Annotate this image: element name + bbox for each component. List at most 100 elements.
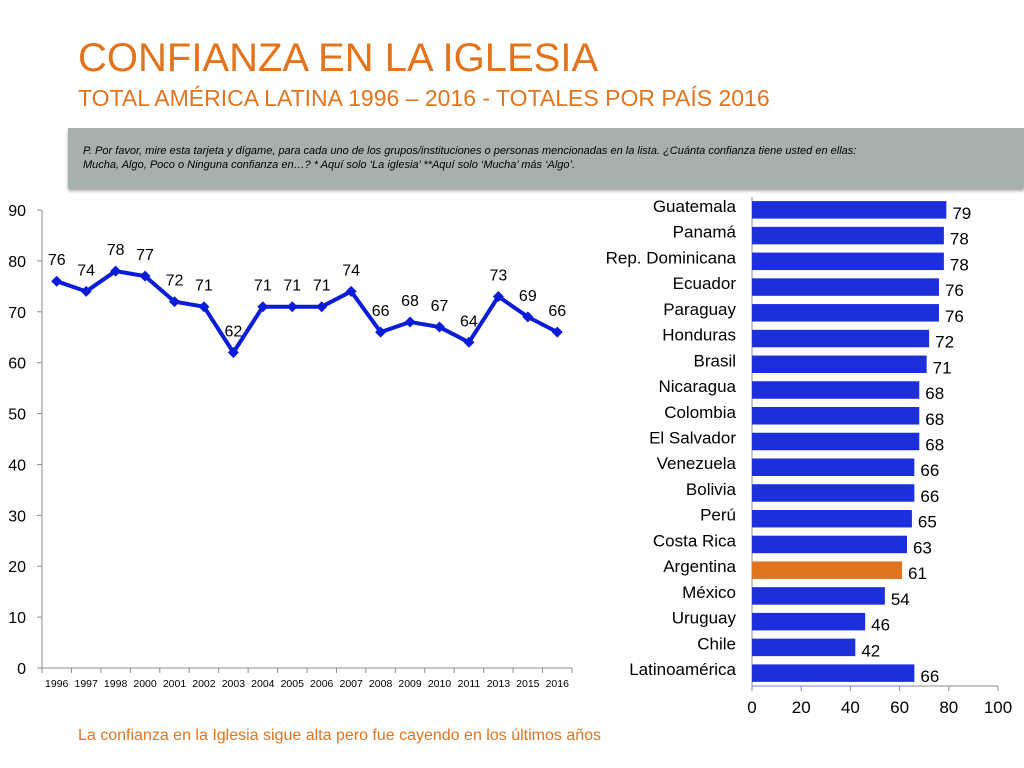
- bar-x-tick-label: 60: [890, 698, 909, 717]
- bar: [752, 458, 915, 476]
- x-tick-label: 2009: [398, 678, 422, 690]
- y-tick-label: 60: [8, 356, 26, 373]
- survey-question-text: P. Por favor, mire esta tarjeta y dígame…: [83, 144, 983, 172]
- x-tick-label: 2013: [487, 678, 511, 690]
- bar: [752, 587, 885, 605]
- footer-note: La confianza en la Iglesia sigue alta pe…: [78, 727, 602, 744]
- bar-value-label: 46: [871, 616, 890, 635]
- y-tick-label: 30: [8, 508, 26, 525]
- data-point-marker: [80, 285, 92, 297]
- bar-x-tick-label: 40: [841, 698, 860, 717]
- bar-x-tick-label: 100: [984, 698, 1012, 717]
- data-label: 66: [372, 303, 390, 320]
- x-tick-label: 2003: [222, 678, 246, 690]
- bar: [752, 535, 907, 554]
- data-label: 76: [48, 252, 66, 269]
- bar: [752, 484, 915, 502]
- data-point-marker: [316, 301, 328, 313]
- bar-category-label: Argentina: [663, 557, 736, 576]
- x-tick-label: 2001: [163, 678, 187, 690]
- data-point-marker: [51, 275, 63, 287]
- y-tick-label: 50: [8, 407, 26, 424]
- x-tick-label: 2007: [339, 678, 363, 690]
- x-tick-label: 1997: [74, 678, 98, 690]
- bar-x-tick-label: 80: [939, 698, 958, 717]
- data-point-marker: [198, 301, 210, 313]
- data-point-marker: [551, 326, 563, 338]
- bar-category-label: El Salvador: [649, 429, 736, 448]
- bar-category-label: Bolivia: [686, 480, 737, 499]
- data-point-marker: [286, 301, 298, 313]
- bar: [752, 226, 944, 245]
- y-tick-label: 20: [8, 559, 26, 576]
- data-label: 74: [342, 262, 360, 279]
- bar: [752, 509, 912, 528]
- bar: [752, 278, 939, 296]
- bar-value-label: 63: [913, 538, 932, 557]
- y-tick-label: 10: [8, 610, 26, 627]
- bar-category-label: Perú: [700, 506, 736, 525]
- bar-category-label: Honduras: [662, 326, 736, 345]
- bar-category-label: México: [682, 583, 736, 602]
- bar: [752, 638, 856, 657]
- x-tick-label: 2005: [281, 678, 305, 690]
- data-label: 71: [254, 278, 272, 295]
- data-point-marker: [227, 346, 239, 358]
- bar-value-label: 79: [952, 204, 971, 223]
- bar: [752, 304, 939, 322]
- bar-value-label: 66: [920, 667, 939, 686]
- data-label: 69: [519, 288, 537, 305]
- bar: [752, 612, 866, 631]
- x-tick-label: 2011: [458, 678, 481, 690]
- y-tick-label: 80: [8, 254, 26, 271]
- bar: [752, 381, 920, 399]
- x-tick-label: 2015: [516, 678, 540, 690]
- survey-question-line-2: Mucha, Algo, Poco o Ninguna confianza en…: [83, 159, 576, 171]
- survey-question-box: P. Por favor, mire esta tarjeta y dígame…: [68, 128, 1024, 188]
- data-label: 72: [166, 273, 184, 290]
- bar-value-label: 68: [925, 410, 944, 429]
- survey-question-line-1: P. Por favor, mire esta tarjeta y dígame…: [83, 145, 857, 157]
- bar-value-label: 76: [945, 307, 964, 326]
- country-bar-chart: 0 20 40 60 80 100 Guatemala 79 Panamá 78 Rep. Domi…: [606, 197, 1013, 717]
- page-subtitle: TOTAL AMÉRICA LATINA 1996 – 2016 - TOTAL…: [78, 85, 770, 111]
- bar-category-label: Chile: [697, 634, 736, 653]
- data-point-marker: [434, 321, 445, 333]
- bar-value-label: 78: [950, 230, 969, 249]
- bar-category-label: Guatemala: [653, 197, 737, 216]
- data-point-marker: [257, 301, 269, 313]
- bar-category-label: Ecuador: [673, 274, 737, 293]
- data-label: 78: [107, 242, 125, 259]
- bar-value-label: 54: [891, 590, 910, 609]
- bar-value-label: 68: [925, 436, 944, 455]
- data-label: 67: [431, 298, 449, 315]
- y-tick-label: 40: [8, 457, 26, 474]
- trend-line-chart: 0 10 20 30 40 50 60 70 80 90 1996 1997 1998 2000 2001 2…: [8, 203, 573, 690]
- bar-value-label: 72: [935, 333, 954, 352]
- data-point-marker: [169, 296, 180, 308]
- bar: [752, 329, 930, 348]
- data-label: 68: [401, 293, 419, 310]
- data-point-marker: [375, 326, 387, 338]
- bar-category-label: Latinoamérica: [629, 660, 736, 679]
- bar-value-label: 76: [945, 281, 964, 300]
- bar: [752, 407, 920, 425]
- bar-category-label: Brasil: [693, 351, 736, 370]
- page-title: CONFIANZA EN LA IGLESIA: [78, 36, 599, 80]
- x-tick-label: 2006: [310, 678, 334, 690]
- data-label: 71: [195, 278, 213, 295]
- x-tick-label: 2008: [369, 678, 393, 690]
- bar-value-label: 68: [925, 384, 944, 403]
- x-tick-label: 1996: [45, 678, 69, 690]
- x-tick-label: 2016: [546, 678, 570, 690]
- bar: [752, 252, 944, 271]
- bar-category-label: Nicaragua: [659, 377, 737, 396]
- data-label: 62: [224, 323, 242, 340]
- data-point-marker: [492, 291, 504, 303]
- y-tick-label: 90: [8, 203, 26, 220]
- x-tick-label: 2000: [133, 678, 157, 690]
- x-tick-label: 2010: [428, 678, 452, 690]
- bar-value-label: 71: [933, 358, 952, 377]
- y-tick-label: 0: [17, 661, 26, 678]
- bar-category-label: Costa Rica: [653, 531, 737, 550]
